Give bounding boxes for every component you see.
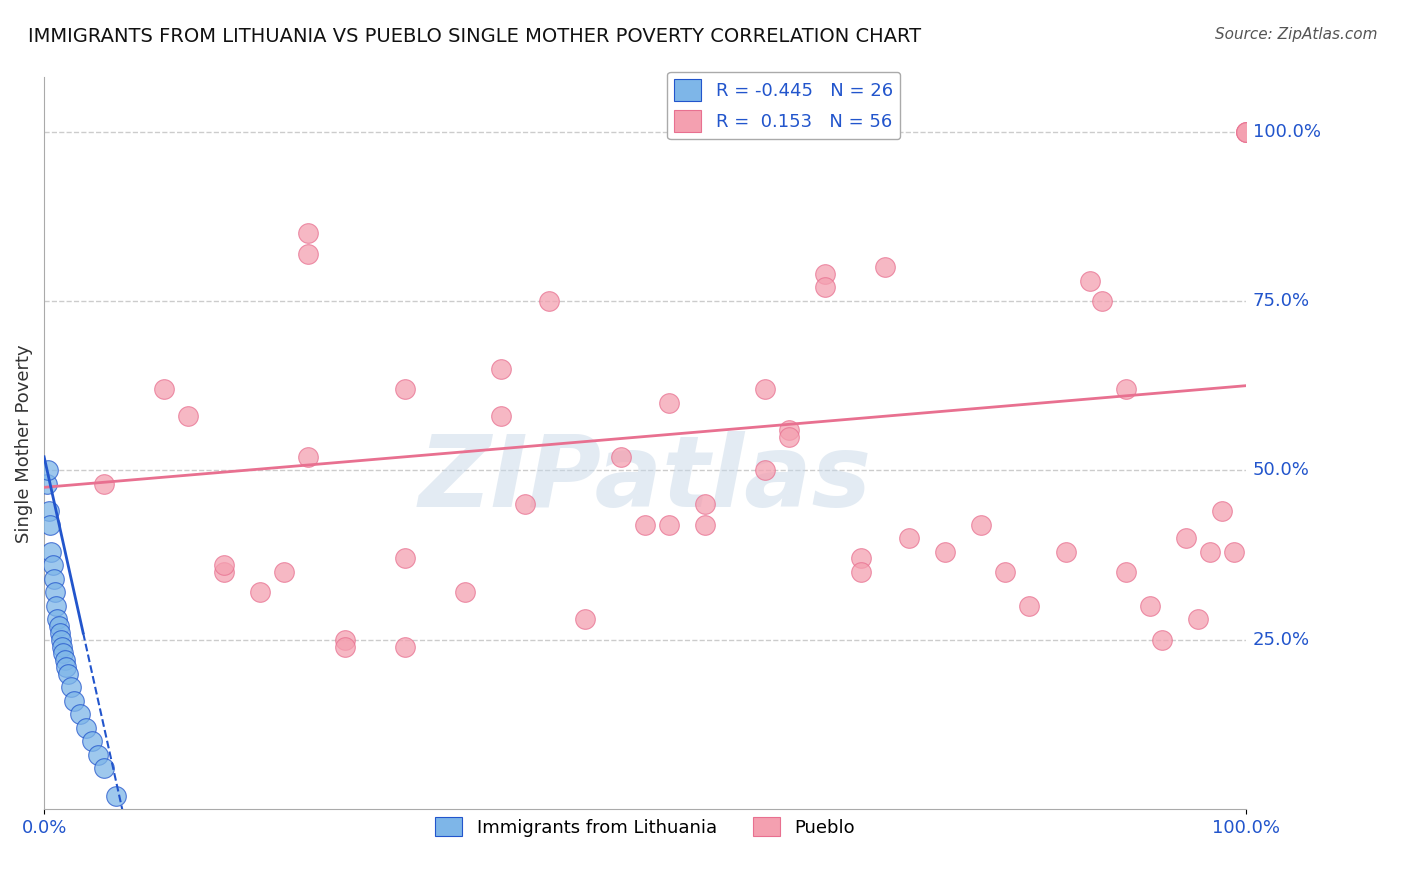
Point (153, 382, 176, 396)
Point (87, 747, 110, 762)
Point (394, 640, 416, 654)
Point (41, 558, 63, 573)
Point (970, 517, 993, 532)
Point (93, 477, 115, 491)
Point (754, 382, 776, 396)
Point (82, 734, 104, 748)
Point (1115, 565, 1137, 579)
Point (394, 551, 416, 566)
Point (1234, 125, 1257, 139)
Point (1222, 544, 1244, 558)
Point (454, 585, 477, 599)
Point (537, 293, 560, 308)
Text: 25.0%: 25.0% (1253, 631, 1310, 648)
Point (297, 246, 319, 260)
Point (214, 565, 236, 579)
Point (69, 707, 91, 722)
Point (333, 640, 356, 654)
Point (658, 517, 681, 532)
Point (634, 517, 657, 532)
Point (1234, 125, 1257, 139)
Point (778, 423, 800, 437)
Point (1174, 531, 1197, 545)
Point (1078, 274, 1101, 288)
Point (1018, 599, 1040, 613)
Point (214, 558, 236, 573)
Point (75, 721, 97, 735)
Point (814, 280, 837, 294)
Point (55, 660, 77, 674)
Text: 50.0%: 50.0% (1253, 461, 1309, 479)
Point (1115, 382, 1137, 396)
Point (46, 612, 69, 626)
Legend: Immigrants from Lithuania, Pueblo: Immigrants from Lithuania, Pueblo (427, 810, 862, 844)
Point (1090, 293, 1112, 308)
Point (42, 572, 65, 586)
Point (59, 680, 82, 694)
Point (658, 395, 681, 409)
Point (1234, 125, 1257, 139)
Point (53, 653, 76, 667)
Text: 100.0%: 100.0% (1253, 122, 1320, 141)
Point (693, 497, 716, 511)
Text: IMMIGRANTS FROM LITHUANIA VS PUEBLO SINGLE MOTHER POVERTY CORRELATION CHART: IMMIGRANTS FROM LITHUANIA VS PUEBLO SING… (28, 27, 921, 45)
Point (778, 429, 800, 443)
Point (249, 585, 271, 599)
Point (297, 450, 319, 464)
Point (273, 565, 295, 579)
Point (49, 632, 72, 647)
Text: ZIPatlas: ZIPatlas (419, 432, 872, 528)
Point (1187, 612, 1209, 626)
Point (93, 762, 115, 776)
Point (851, 565, 873, 579)
Point (394, 382, 416, 396)
Point (1211, 504, 1233, 518)
Point (754, 463, 776, 477)
Y-axis label: Single Mother Poverty: Single Mother Poverty (15, 344, 32, 542)
Point (177, 409, 200, 424)
Point (37, 463, 59, 477)
Point (898, 531, 921, 545)
Point (45, 599, 67, 613)
Point (39, 517, 62, 532)
Point (851, 551, 873, 566)
Point (48, 619, 70, 633)
Point (41, 544, 63, 558)
Point (333, 632, 356, 647)
Point (574, 612, 596, 626)
Point (489, 361, 512, 376)
Point (297, 227, 319, 241)
Point (934, 544, 956, 558)
Point (1139, 599, 1161, 613)
Point (875, 260, 897, 274)
Point (44, 585, 66, 599)
Point (1150, 632, 1173, 647)
Point (48, 626, 70, 640)
Point (35, 477, 58, 491)
Point (51, 640, 73, 654)
Point (489, 409, 512, 424)
Text: 75.0%: 75.0% (1253, 292, 1310, 310)
Point (52, 646, 75, 660)
Point (105, 789, 128, 803)
Point (38, 504, 60, 518)
Point (63, 694, 86, 708)
Point (56, 666, 79, 681)
Point (693, 517, 716, 532)
Point (1054, 544, 1077, 558)
Point (610, 450, 633, 464)
Point (1198, 544, 1220, 558)
Text: Source: ZipAtlas.com: Source: ZipAtlas.com (1215, 27, 1378, 42)
Point (814, 267, 837, 281)
Point (994, 565, 1017, 579)
Point (513, 497, 536, 511)
